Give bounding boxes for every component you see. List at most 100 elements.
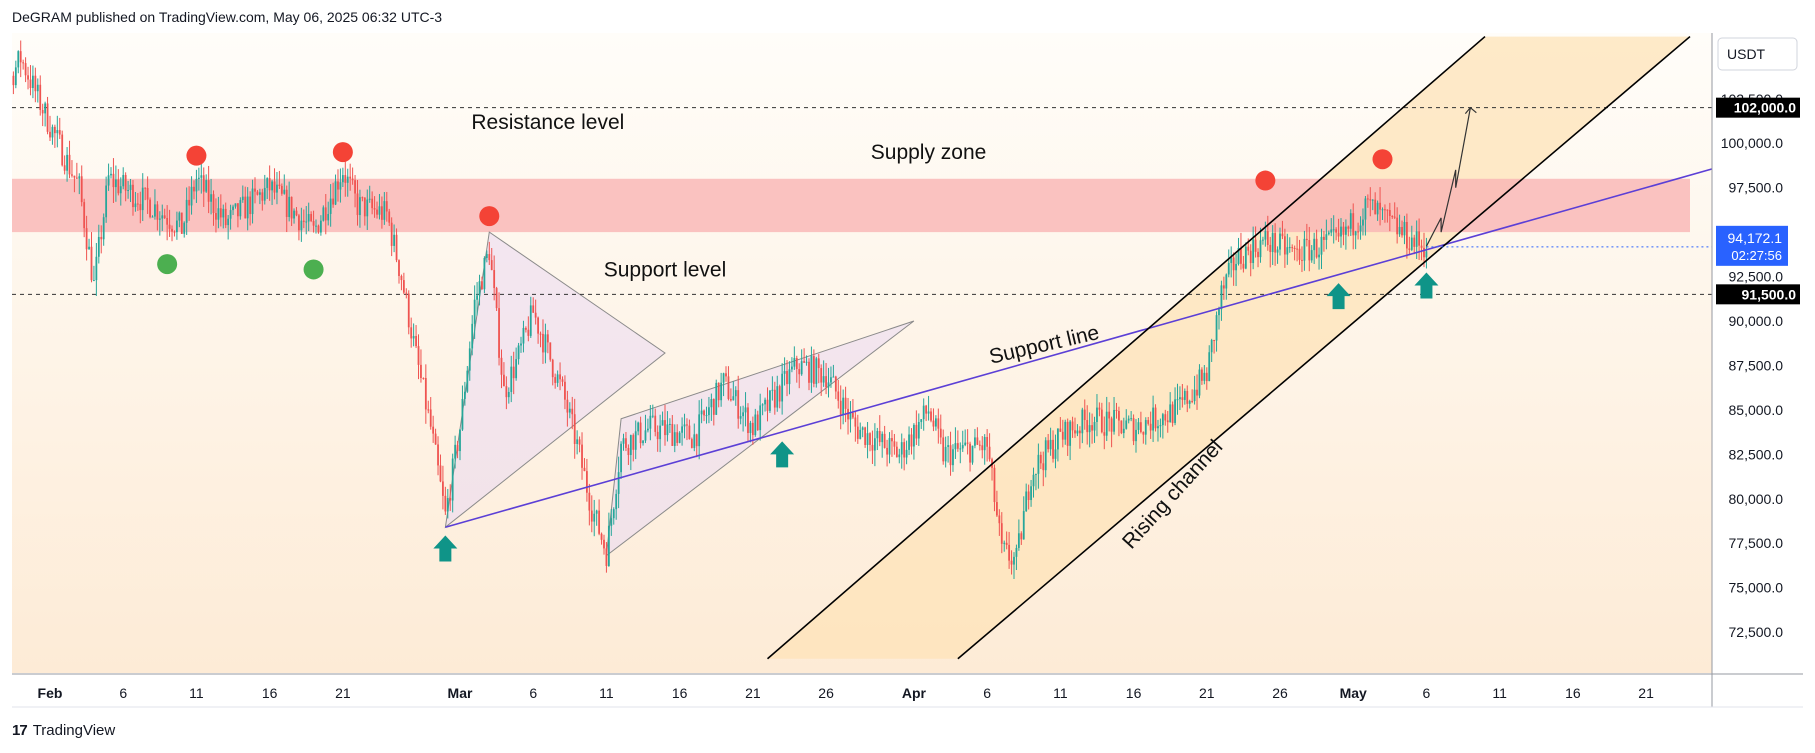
candle-body <box>817 358 820 369</box>
candle-body <box>1154 407 1157 429</box>
candle-body <box>722 373 725 383</box>
candle-body <box>8 84 10 92</box>
candle-body <box>639 422 642 444</box>
candle-body <box>1274 233 1277 253</box>
candle-body <box>759 405 762 431</box>
candle-body <box>461 398 464 430</box>
red-marker <box>332 142 353 163</box>
candle-body <box>559 374 561 380</box>
candle-body <box>451 458 454 501</box>
candle-body <box>1349 213 1352 229</box>
candle-body <box>1366 198 1369 200</box>
candle-body <box>676 432 679 443</box>
red-marker <box>479 206 500 227</box>
candle-body <box>1330 229 1333 233</box>
candle-body <box>1171 404 1174 423</box>
candle-body <box>356 193 359 216</box>
candle-body <box>1244 246 1247 269</box>
candle-body <box>808 361 810 383</box>
candle-body <box>810 356 813 383</box>
candle-body <box>224 208 227 226</box>
candle-body <box>437 444 439 466</box>
candle-body <box>427 409 430 411</box>
candle-body <box>180 212 183 234</box>
candle-body <box>551 359 554 378</box>
candle-body <box>185 199 188 223</box>
candle-body <box>832 376 835 378</box>
currency-selector[interactable] <box>1717 37 1798 71</box>
candle-body <box>1286 247 1289 255</box>
price-axis-tick: 90,000.0 <box>1729 313 1784 329</box>
candle-body <box>549 342 552 360</box>
candle-body <box>720 382 723 401</box>
candle-body <box>964 442 967 446</box>
candle-body <box>415 335 417 347</box>
candle-body <box>1320 236 1323 255</box>
candle-body <box>193 186 195 192</box>
candle-body <box>1127 418 1130 421</box>
candle-body <box>1415 231 1418 247</box>
candle-body <box>688 425 691 440</box>
candle-body <box>1076 430 1079 434</box>
candle-body <box>561 379 564 382</box>
candle-body <box>622 438 625 444</box>
candle-body <box>19 51 22 63</box>
up-arrow-icon <box>1326 283 1351 310</box>
candle-body <box>232 206 234 211</box>
candle-body <box>78 176 81 179</box>
candle-body <box>856 426 859 439</box>
candle-body <box>568 408 571 413</box>
candle-body <box>124 174 127 191</box>
candle-body <box>1418 231 1421 246</box>
candle-body <box>207 180 210 202</box>
candle-body <box>651 415 654 417</box>
candle-body <box>1152 407 1154 431</box>
tradingview-logo[interactable]: 17 TradingView <box>12 722 115 739</box>
candle-body <box>1230 257 1233 263</box>
candle-body <box>139 204 142 211</box>
candle-body <box>732 396 735 401</box>
candle-body <box>905 449 908 458</box>
candle-body <box>898 454 901 458</box>
time-axis-tick: Mar <box>448 685 473 701</box>
candle-body <box>1083 409 1086 421</box>
candle-body <box>1013 556 1015 565</box>
candle-body <box>1220 285 1223 310</box>
candle-body <box>1396 217 1399 235</box>
candle-body <box>966 442 969 444</box>
candle-body <box>93 280 95 282</box>
candle-body <box>888 438 891 455</box>
candle-body <box>473 299 476 324</box>
candle-body <box>302 220 305 222</box>
candle-body <box>293 210 295 219</box>
candle-body <box>976 437 979 445</box>
candle-body <box>1252 239 1255 264</box>
candle-body <box>36 84 39 92</box>
candle-body <box>88 246 90 250</box>
candle-body <box>376 209 378 215</box>
candle-body <box>183 222 186 234</box>
candle-body <box>934 418 937 427</box>
candle-body <box>56 130 59 134</box>
candle-body <box>463 391 466 399</box>
candle-body <box>749 422 752 434</box>
candle-body <box>786 371 788 385</box>
candle-body <box>1074 430 1076 434</box>
candle-body <box>1240 247 1242 264</box>
candle-body <box>925 405 928 414</box>
candle-body <box>1030 486 1032 501</box>
candle-body <box>864 427 867 445</box>
candle-body <box>1149 423 1152 431</box>
candle-body <box>1020 533 1023 540</box>
candle-body <box>1235 263 1237 271</box>
candle-body <box>566 399 569 413</box>
candle-body <box>873 438 876 451</box>
candle-body <box>276 184 278 193</box>
support-trend-line <box>445 168 1712 528</box>
candle-body <box>420 364 422 378</box>
candle-body <box>249 196 252 215</box>
candle-body <box>146 187 149 200</box>
candle-body <box>1249 250 1252 264</box>
candle-body <box>256 191 259 195</box>
